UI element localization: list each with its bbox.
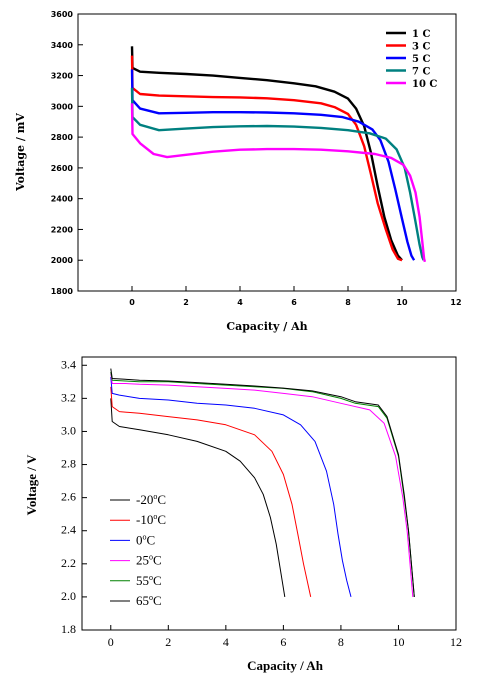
x-tick-label: 0 bbox=[108, 635, 114, 649]
legend-label: 65oC bbox=[136, 593, 162, 608]
x-axis-label-bottom: Capacity / Ah bbox=[247, 658, 324, 673]
series-line bbox=[110, 376, 352, 598]
y-tick-label: 3600 bbox=[51, 10, 74, 19]
plot-frame-top bbox=[77, 13, 457, 292]
axis-ticks-top: 0 2 4 6 8 10 12 1800 2000 2200 2400 2600 2800 3000 320… bbox=[51, 10, 462, 307]
legend-label: 55oC bbox=[136, 573, 162, 588]
legend-label: 25oC bbox=[136, 553, 162, 568]
y-tick-label: 2000 bbox=[51, 256, 74, 265]
chart-temperature-discharge: 0 2 4 6 8 10 12 1.8 2.0 2.2 2.4 2.6 2.8 3.0 3.2 3.4 Cap… bbox=[24, 356, 462, 673]
y-tick-label: 3400 bbox=[51, 41, 74, 50]
series-line bbox=[130, 69, 416, 261]
y-tick-label: 2.6 bbox=[61, 490, 76, 504]
series-line bbox=[130, 87, 425, 261]
plot-frame-bottom bbox=[81, 356, 457, 631]
x-axis-label-top: Capacity / Ah bbox=[226, 320, 307, 333]
x-tick-label: 4 bbox=[223, 635, 229, 649]
y-tick-label: 2200 bbox=[51, 225, 74, 234]
y-tick-label: 2.4 bbox=[61, 523, 76, 537]
legend-label: -20oC bbox=[136, 492, 166, 507]
x-tick-label: 8 bbox=[345, 298, 351, 307]
legend-label: -10oC bbox=[136, 512, 166, 527]
series-lines-bottom bbox=[110, 368, 415, 598]
legend-label: 7 C bbox=[412, 67, 430, 78]
x-tick-label: 2 bbox=[183, 298, 189, 307]
series-line bbox=[110, 398, 286, 597]
y-tick-label: 1.8 bbox=[61, 622, 76, 636]
legend-label: 1 C bbox=[412, 29, 430, 40]
series-line bbox=[130, 103, 427, 263]
y-tick-label: 3.0 bbox=[61, 423, 76, 437]
y-tick-label: 3.4 bbox=[61, 357, 76, 371]
y-tick-label: 2400 bbox=[51, 195, 74, 204]
x-tick-label: 12 bbox=[450, 635, 462, 649]
x-tick-label: 6 bbox=[291, 298, 297, 307]
y-axis-label-top: Voltage / mV bbox=[14, 113, 27, 192]
series-line bbox=[110, 368, 415, 597]
series-line bbox=[110, 373, 414, 597]
series-lines-top bbox=[130, 46, 427, 263]
y-tick-label: 3000 bbox=[51, 102, 74, 111]
y-tick-label: 2800 bbox=[51, 133, 74, 142]
x-tick-label: 2 bbox=[165, 635, 171, 649]
legend-label: 3 C bbox=[412, 42, 430, 53]
x-tick-label: 6 bbox=[280, 635, 286, 649]
legend-label: 5 C bbox=[412, 54, 430, 65]
y-tick-label: 2.8 bbox=[61, 457, 76, 471]
legend-bottom: -20oC -10oC 0oC 25oC 55oC 65oC bbox=[110, 492, 166, 608]
x-tick-label: 0 bbox=[129, 298, 135, 307]
legend-top: 1 C 3 C5 C 7 C10 C bbox=[386, 29, 437, 90]
x-tick-label: 4 bbox=[237, 298, 243, 307]
x-tick-label: 10 bbox=[392, 635, 404, 649]
y-tick-label: 2.0 bbox=[61, 589, 76, 603]
series-line bbox=[130, 46, 403, 261]
y-tick-label: 3.2 bbox=[61, 390, 76, 404]
legend-label: 10 C bbox=[412, 79, 437, 90]
x-tick-label: 8 bbox=[338, 635, 344, 649]
axis-ticks-bottom: 0 2 4 6 8 10 12 1.8 2.0 2.2 2.4 2.6 2.8 3.0 3.2 3.4 bbox=[61, 357, 462, 649]
y-tick-label: 1800 bbox=[51, 287, 74, 296]
y-tick-label: 3200 bbox=[51, 72, 74, 81]
y-tick-label: 2600 bbox=[51, 164, 74, 173]
y-tick-label: 2.2 bbox=[61, 556, 76, 570]
x-tick-label: 12 bbox=[450, 298, 461, 307]
series-line bbox=[130, 55, 403, 262]
legend-label: 0oC bbox=[136, 532, 155, 547]
x-tick-label: 10 bbox=[396, 298, 408, 307]
y-axis-label-bottom: Voltage / V bbox=[24, 454, 39, 515]
chart-rate-discharge: 0 2 4 6 8 10 12 1800 2000 2200 2400 2600 2800 3000 320… bbox=[14, 10, 462, 333]
series-line bbox=[110, 386, 312, 598]
